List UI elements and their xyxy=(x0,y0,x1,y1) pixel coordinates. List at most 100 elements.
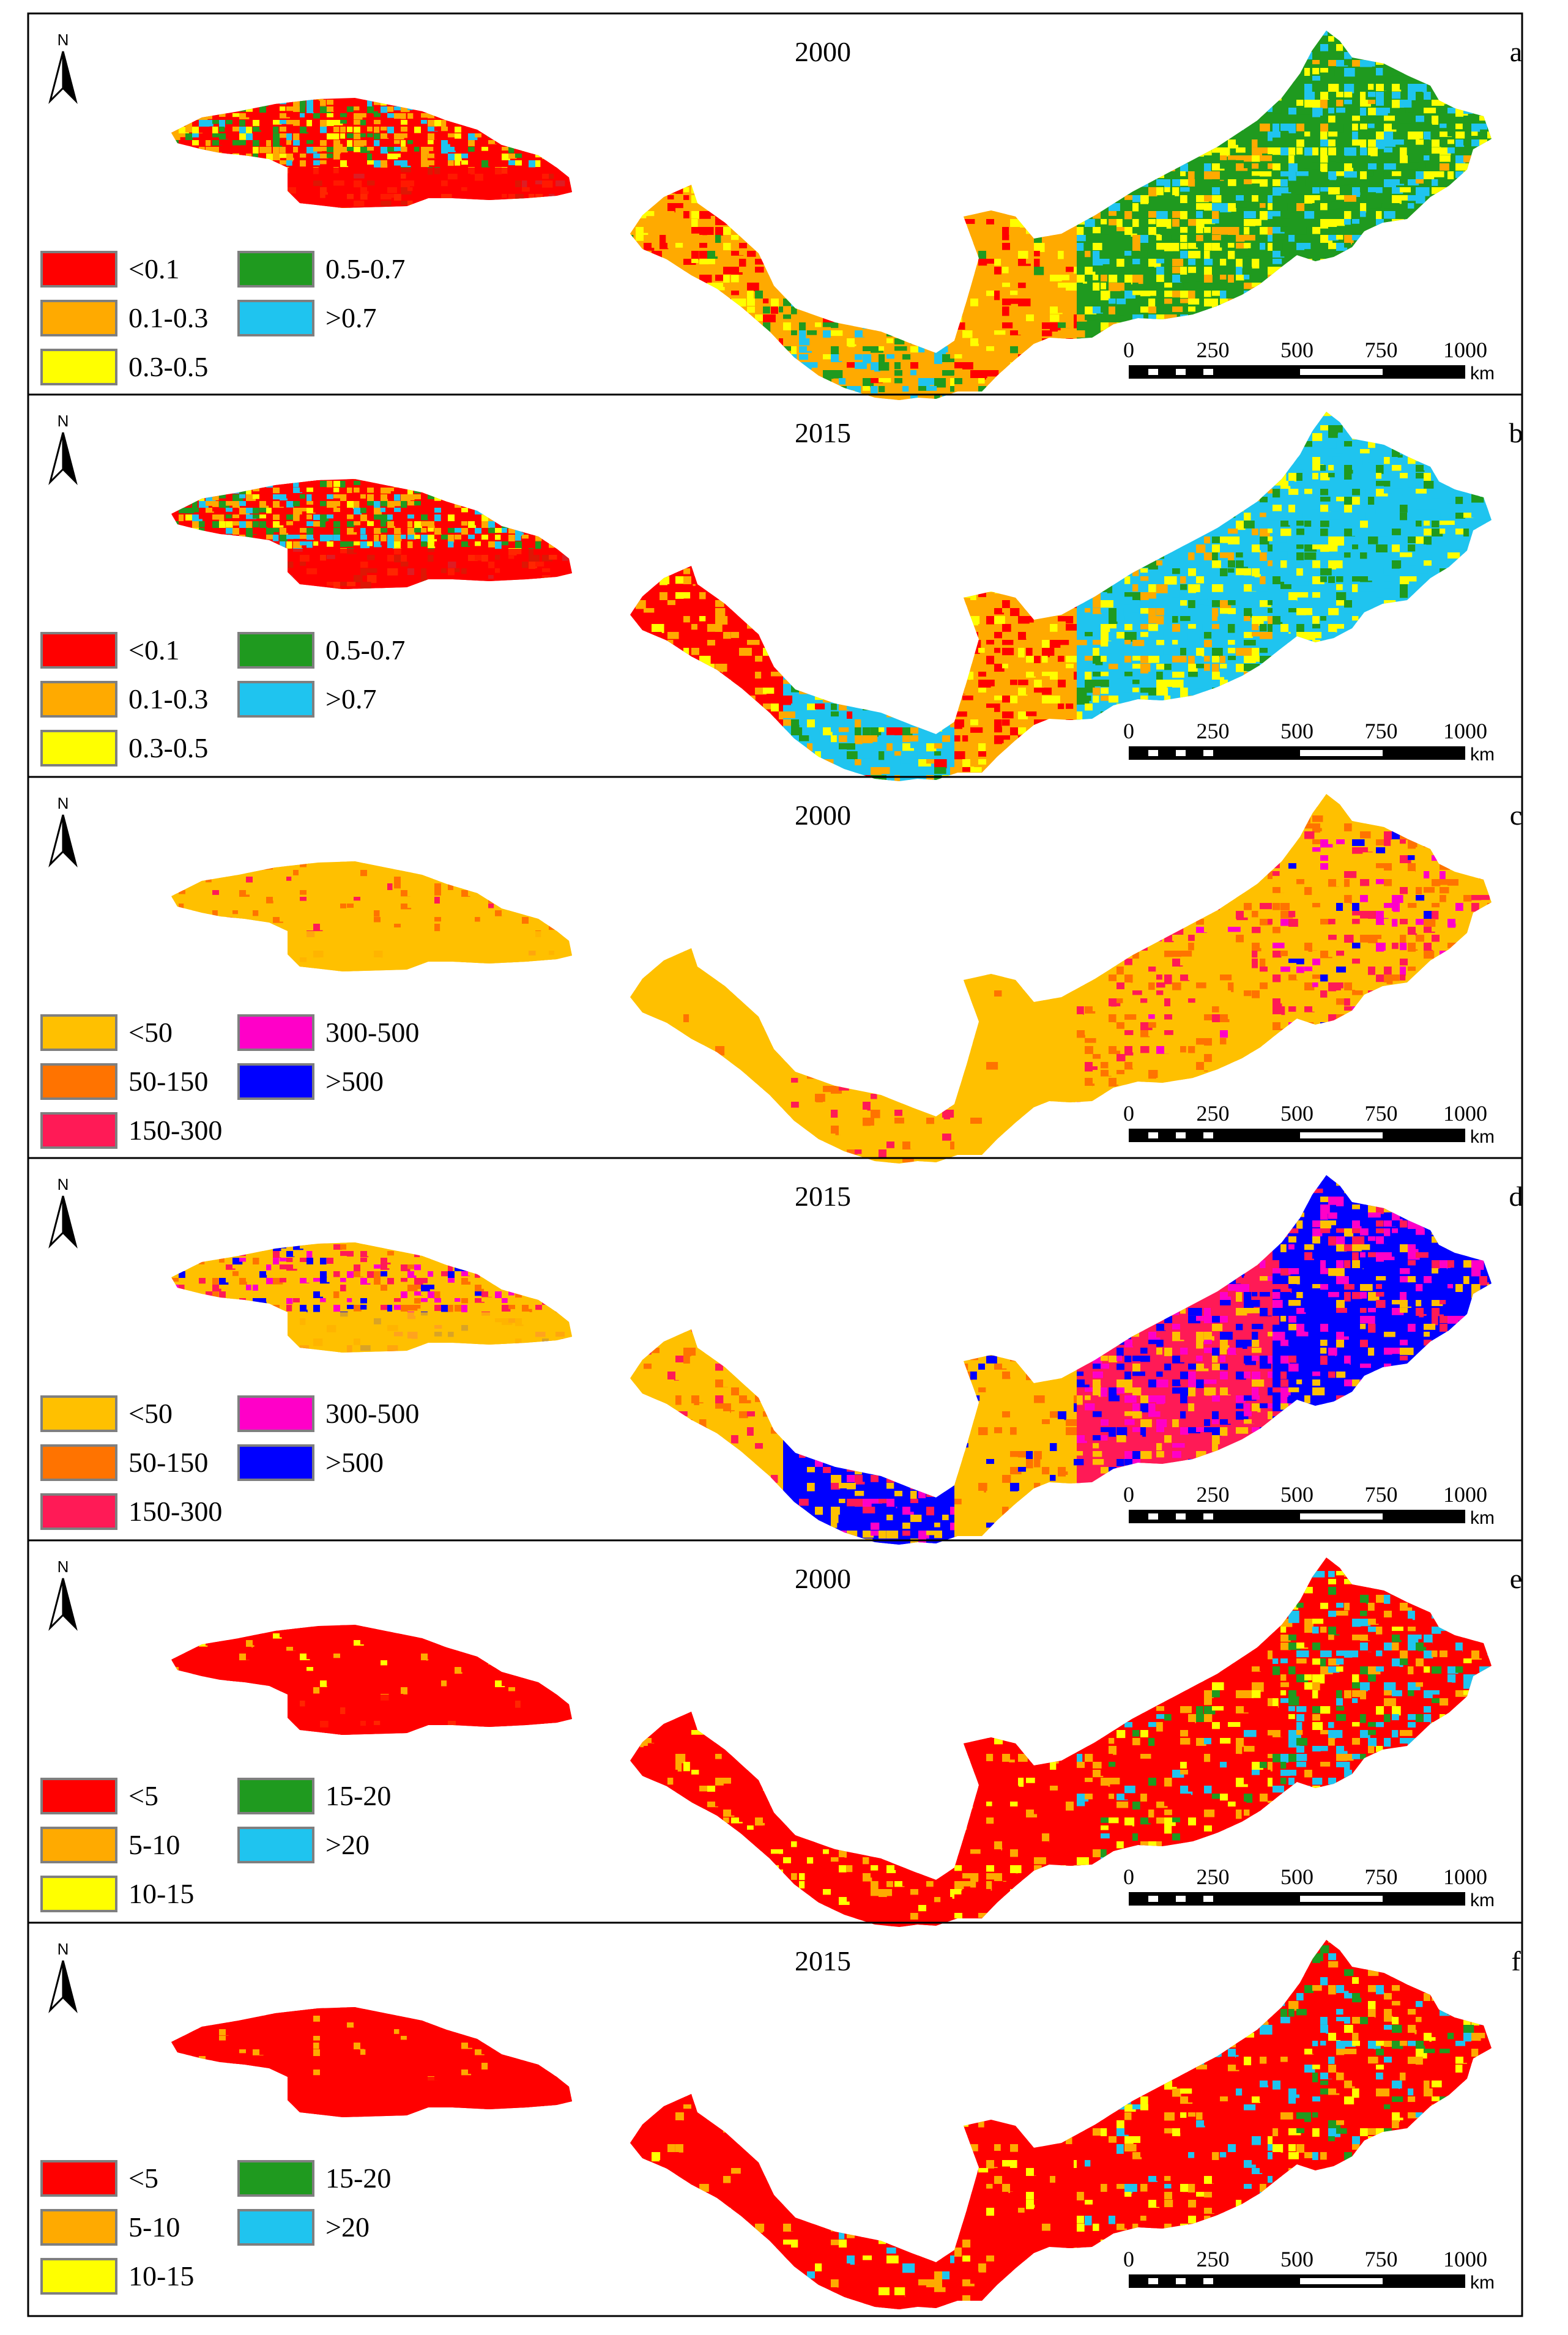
map-east-pixel xyxy=(1320,283,1332,289)
map-east-pixel xyxy=(1416,163,1426,168)
map-east-pixel xyxy=(1296,251,1304,258)
map-east-pixel xyxy=(691,132,704,141)
map-west-pixel xyxy=(481,127,492,132)
map-east-pixel xyxy=(652,338,658,343)
map-east-pixel xyxy=(630,362,636,372)
map-east-pixel xyxy=(1312,235,1325,240)
map-west-pixel xyxy=(407,127,413,135)
map-east-pixel xyxy=(1050,314,1060,322)
map-east-pixel xyxy=(739,370,751,377)
map-east-pixel xyxy=(723,346,730,352)
map-east-pixel xyxy=(1304,402,1314,409)
map-east-pixel xyxy=(630,100,641,108)
map-west-pixel xyxy=(555,113,561,121)
map-west-pixel xyxy=(253,479,261,481)
map-east-pixel xyxy=(1026,163,1034,171)
map-east-pixel xyxy=(1336,179,1348,186)
map-east-pixel xyxy=(910,44,916,51)
map-east-pixel xyxy=(763,52,772,61)
map-east-pixel xyxy=(1424,203,1431,210)
map-west-pixel xyxy=(401,120,412,125)
map-east-pixel xyxy=(715,386,727,392)
map-east-pixel xyxy=(1204,147,1212,157)
map-east-pixel xyxy=(1336,92,1343,98)
map-west-pixel xyxy=(340,120,347,124)
map-east-pixel xyxy=(1479,251,1489,259)
map-east-pixel xyxy=(1487,84,1492,91)
map-east-pixel xyxy=(612,259,622,264)
map-east-pixel xyxy=(683,291,696,296)
map-east-pixel xyxy=(1034,259,1040,268)
map-east-pixel xyxy=(739,31,749,35)
map-east-pixel xyxy=(1156,108,1165,113)
map-east-pixel xyxy=(1244,139,1251,144)
map-east-pixel xyxy=(644,306,655,316)
map-east-pixel xyxy=(1172,76,1181,84)
map-east-pixel xyxy=(630,314,639,323)
map-west-pixel xyxy=(192,100,199,105)
map-east-pixel xyxy=(1244,402,1255,409)
map-east-pixel xyxy=(863,330,869,337)
map-east-pixel xyxy=(1296,139,1304,147)
map-west-pixel xyxy=(232,133,243,138)
map-west-pixel xyxy=(441,479,447,481)
map-east-pixel xyxy=(954,100,964,105)
map-east-pixel xyxy=(1180,60,1192,67)
map-east-pixel xyxy=(950,92,957,98)
map-west-pixel xyxy=(313,160,320,166)
map-east-pixel xyxy=(1447,92,1454,100)
map-east-pixel xyxy=(1268,36,1278,43)
map-east-pixel xyxy=(1172,354,1184,364)
map-east-pixel xyxy=(1132,251,1140,260)
map-east-pixel xyxy=(894,259,905,267)
map-east-pixel xyxy=(1050,267,1061,273)
map-east-pixel xyxy=(1280,187,1291,194)
map-east-pixel xyxy=(747,283,759,292)
map-east-pixel xyxy=(926,92,934,97)
map-east-pixel xyxy=(1360,275,1367,284)
map-east-pixel xyxy=(1268,52,1275,61)
map-west-pixel xyxy=(307,160,316,166)
map-east-pixel xyxy=(1172,187,1180,196)
map-east-pixel xyxy=(1172,163,1179,169)
map-east-pixel xyxy=(1471,322,1484,328)
map-east-pixel xyxy=(1002,68,1011,77)
map-east-pixel xyxy=(1164,76,1172,84)
map-east-pixel xyxy=(1479,163,1492,172)
map-east-pixel xyxy=(715,410,727,415)
map-west-pixel xyxy=(199,160,207,166)
map-east-pixel xyxy=(994,346,1005,355)
map-east-pixel xyxy=(910,370,917,376)
map-west-pixel xyxy=(569,154,572,160)
map-west-pixel xyxy=(360,481,367,485)
map-east-pixel xyxy=(807,139,815,149)
map-west-pixel xyxy=(165,167,171,172)
map-west-pixel xyxy=(246,120,255,126)
map-east-pixel xyxy=(699,314,708,322)
map-east-pixel xyxy=(1344,251,1353,257)
map-east-pixel xyxy=(1268,267,1275,275)
map-east-pixel xyxy=(1010,195,1022,202)
map-east-pixel xyxy=(691,402,704,409)
map-east-pixel xyxy=(630,203,631,208)
map-east-pixel xyxy=(747,338,756,346)
map-east-pixel xyxy=(1471,139,1484,147)
map-east-pixel xyxy=(1487,108,1492,113)
map-west-pixel xyxy=(374,127,380,133)
map-east-pixel xyxy=(1392,44,1398,50)
map-west-pixel xyxy=(347,479,356,480)
map-east-pixel xyxy=(1463,283,1472,292)
map-east-pixel xyxy=(1085,410,1096,415)
map-east-pixel xyxy=(691,44,699,51)
map-east-pixel xyxy=(723,171,732,181)
map-east-pixel xyxy=(763,155,771,161)
map-east-pixel xyxy=(1479,219,1488,225)
map-east-pixel xyxy=(1471,124,1481,132)
map-east-pixel xyxy=(1244,259,1254,269)
map-east-pixel xyxy=(1077,362,1086,368)
map-east-pixel xyxy=(1042,171,1048,178)
map-east-pixel xyxy=(934,330,943,340)
map-east-pixel xyxy=(1085,314,1096,321)
map-east-pixel xyxy=(1400,60,1407,66)
map-east-pixel xyxy=(978,31,984,35)
